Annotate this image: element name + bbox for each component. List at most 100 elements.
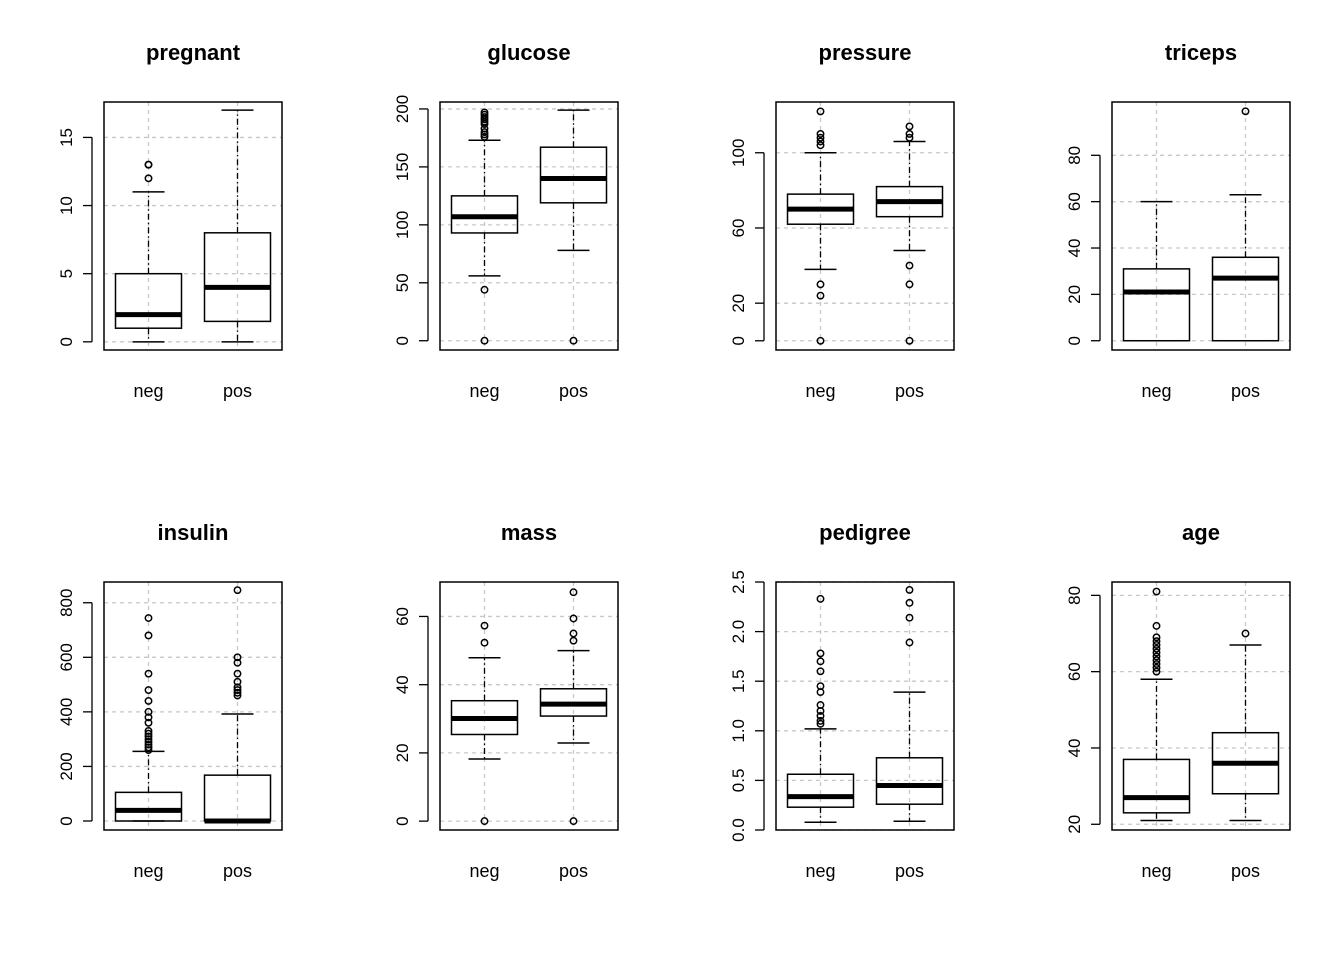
outlier-point [1152, 633, 1161, 642]
outlier-point [569, 336, 578, 345]
y-tick-label: 15 [57, 128, 76, 147]
outlier-point [816, 657, 825, 666]
outlier-point [233, 688, 242, 697]
outlier-point [1152, 644, 1161, 653]
box-pos [1211, 629, 1280, 822]
box-neg [114, 614, 183, 822]
outlier-point [1152, 663, 1161, 672]
panel-title: pregnant [146, 40, 241, 65]
outlier-point [569, 614, 578, 623]
y-tick-label: 0.0 [729, 818, 748, 842]
outlier-point [816, 719, 825, 728]
outlier-point [816, 280, 825, 289]
y-tick-label: 40 [1065, 739, 1084, 758]
outlier-point [905, 130, 914, 138]
outlier-point [816, 133, 825, 142]
panel-insulin: 0 200 400 600 800 neg pos insulin [57, 520, 283, 881]
outlier-point [816, 682, 825, 691]
box-pos [1211, 107, 1280, 342]
y-tick-label: 40 [393, 675, 412, 694]
outlier-point [144, 174, 153, 183]
plot-frame [103, 581, 283, 831]
box-neg [786, 107, 855, 345]
plot-frame [775, 101, 955, 351]
y-tick-label: 100 [393, 211, 412, 239]
box-pos [875, 585, 944, 823]
box-pos [539, 588, 608, 826]
outlier-point [144, 729, 153, 738]
plot-frame [775, 581, 955, 831]
box-neg [114, 160, 183, 343]
x-tick-label: pos [223, 381, 252, 401]
y-tick-label: 50 [393, 273, 412, 292]
box-iqr [539, 146, 608, 204]
y-tick-label: 400 [57, 698, 76, 726]
outlier-point [816, 137, 825, 146]
box-pos [203, 109, 272, 343]
panel-title: pressure [819, 40, 912, 65]
outlier-point [144, 669, 153, 678]
panel-mass: 0 20 40 60 neg pos mass [393, 520, 619, 881]
panel-pregnant: 0 5 10 15 neg pos pregnant [57, 40, 283, 401]
outlier-point [144, 732, 153, 741]
y-tick-label: 200 [393, 95, 412, 123]
box-iqr [786, 773, 855, 808]
outlier-point [144, 737, 153, 746]
outlier-point [480, 110, 489, 119]
outlier-point [233, 683, 242, 692]
x-tick-label: neg [1141, 861, 1171, 881]
outlier-point [816, 130, 825, 138]
x-tick-label: neg [805, 381, 835, 401]
outlier-point [144, 697, 153, 705]
y-tick-label: 0 [729, 336, 748, 345]
outlier-point [144, 740, 153, 749]
outlier-point [816, 291, 825, 300]
outlier-point [1152, 660, 1161, 668]
outlier-point [1152, 648, 1161, 657]
panel-title: triceps [1165, 40, 1237, 65]
outlier-point [905, 133, 914, 142]
y-tick-label: 20 [729, 294, 748, 313]
x-tick-label: pos [895, 381, 924, 401]
y-tick-label: 20 [393, 743, 412, 762]
y-tick-label: 1.0 [729, 719, 748, 743]
y-tick-label: 5 [57, 269, 76, 278]
plot-frame [439, 581, 619, 831]
outlier-point [233, 691, 242, 700]
y-tick-label: 0 [1065, 336, 1084, 345]
panel-pressure: 0 20 60 100 neg pos pressure [729, 40, 955, 401]
box-pos [203, 586, 272, 824]
x-tick-label: pos [1231, 861, 1260, 881]
x-tick-label: neg [133, 381, 163, 401]
outlier-point [905, 598, 914, 607]
box-pos [875, 122, 944, 345]
outlier-point [1152, 637, 1161, 646]
outlier-point [569, 817, 578, 826]
plot-frame [1111, 101, 1291, 351]
y-tick-label: 0 [393, 336, 412, 345]
outlier-point [144, 707, 153, 716]
outlier-point [144, 631, 153, 640]
box-iqr [114, 791, 183, 822]
outlier-point [816, 711, 825, 720]
panel-triceps: 0 20 40 60 80 neg pos triceps [1065, 40, 1291, 401]
outlier-point [905, 613, 914, 622]
outlier-point [816, 594, 825, 603]
outlier-point [816, 701, 825, 709]
outlier-point [233, 686, 242, 694]
outlier-point [1152, 667, 1161, 676]
outlier-point [905, 261, 914, 270]
y-tick-label: 0.5 [729, 769, 748, 793]
outlier-point [480, 817, 489, 826]
panel-glucose: 0 50 100 150 200 neg pos glucose [393, 40, 619, 401]
outlier-point [144, 713, 153, 722]
x-tick-label: pos [559, 861, 588, 881]
y-tick-label: 0 [57, 816, 76, 825]
box-iqr [1211, 256, 1280, 342]
y-tick-label: 80 [1065, 586, 1084, 605]
x-tick-label: neg [805, 861, 835, 881]
y-tick-label: 60 [393, 607, 412, 626]
outlier-point [816, 141, 825, 150]
box-neg [1122, 587, 1191, 822]
box-neg [786, 594, 855, 824]
